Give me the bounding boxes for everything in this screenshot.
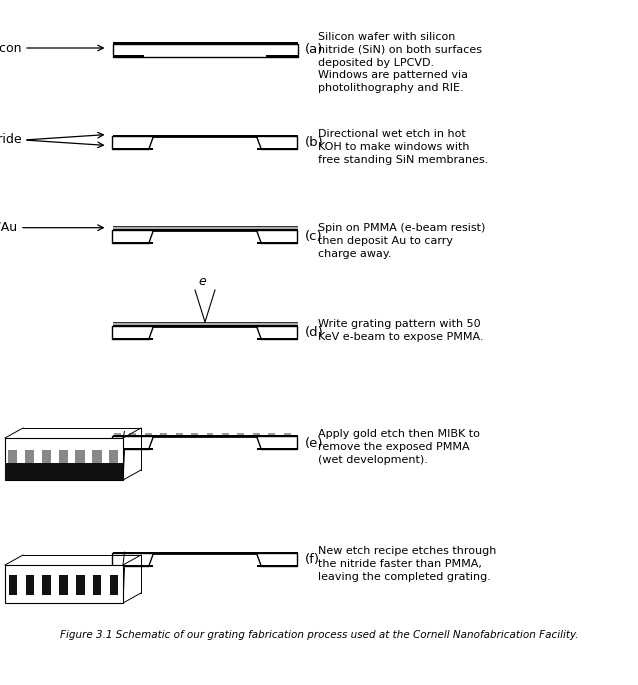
Text: PMMA/Au: PMMA/Au	[0, 220, 18, 233]
Polygon shape	[112, 436, 297, 449]
Bar	[110, 575, 118, 595]
Bar	[237, 433, 244, 436]
Bar	[266, 55, 297, 58]
Bar	[112, 242, 153, 244]
Bar	[5, 463, 123, 480]
Text: nitride: nitride	[0, 134, 22, 147]
Bar	[130, 433, 137, 436]
Bar	[76, 575, 85, 595]
Bar	[26, 575, 34, 595]
Polygon shape	[112, 136, 297, 149]
Text: e: e	[198, 275, 206, 288]
Bar	[59, 575, 68, 595]
Text: Silicon wafer with silicon
nitride (SiN) on both surfaces
deposited by LPCVD.
Wi: Silicon wafer with silicon nitride (SiN)…	[318, 32, 482, 93]
Bar	[112, 338, 153, 340]
Bar	[5, 438, 123, 480]
Bar	[257, 338, 297, 340]
Bar	[268, 433, 275, 436]
Bar	[112, 448, 153, 450]
Bar	[42, 575, 51, 595]
Text: Figure 3.1 Schematic of our grating fabrication process used at the Cornell Nano: Figure 3.1 Schematic of our grating fabr…	[60, 630, 578, 640]
Bar	[222, 433, 229, 436]
Bar	[112, 552, 297, 554]
Bar	[109, 450, 119, 463]
Bar	[191, 433, 198, 436]
Text: (a): (a)	[305, 44, 323, 56]
Polygon shape	[112, 230, 297, 243]
Bar	[112, 229, 297, 231]
Text: (e): (e)	[305, 436, 323, 449]
Bar	[5, 565, 123, 603]
Bar	[41, 450, 51, 463]
Bar	[112, 135, 297, 137]
Text: silicon: silicon	[0, 42, 22, 55]
Bar	[8, 450, 17, 463]
Bar	[284, 433, 290, 436]
Bar	[257, 448, 297, 450]
Text: (d): (d)	[305, 327, 323, 340]
Bar	[114, 433, 121, 436]
Bar	[160, 433, 167, 436]
Bar	[93, 575, 101, 595]
Text: (c): (c)	[305, 230, 323, 243]
Bar	[25, 450, 34, 463]
Bar	[75, 450, 85, 463]
Bar	[112, 323, 297, 325]
Polygon shape	[112, 553, 297, 566]
Text: New etch recipe etches through
the nitride faster than PMMA,
leaving the complet: New etch recipe etches through the nitri…	[318, 546, 496, 582]
Bar	[112, 55, 144, 58]
Bar	[112, 42, 297, 44]
Text: Apply gold etch then MIBK to
remove the exposed PMMA
(wet development).: Apply gold etch then MIBK to remove the …	[318, 429, 480, 464]
Bar	[112, 148, 153, 150]
Text: Spin on PMMA (e-beam resist)
then deposit Au to carry
charge away.: Spin on PMMA (e-beam resist) then deposi…	[318, 223, 486, 259]
Text: Write grating pattern with 50
KeV e-beam to expose PMMA.: Write grating pattern with 50 KeV e-beam…	[318, 319, 484, 342]
Bar	[112, 227, 297, 229]
Bar	[112, 226, 297, 227]
Bar	[9, 575, 17, 595]
Bar	[112, 325, 297, 327]
Polygon shape	[112, 327, 297, 340]
Bar	[112, 44, 297, 56]
Text: (f): (f)	[305, 553, 320, 566]
Bar	[112, 322, 297, 323]
Bar	[112, 564, 153, 567]
Bar	[257, 564, 297, 567]
Bar	[59, 450, 68, 463]
Bar	[145, 433, 152, 436]
Bar	[93, 450, 101, 463]
Bar	[257, 148, 297, 150]
Bar	[257, 242, 297, 244]
Bar	[207, 433, 214, 436]
Bar	[253, 433, 260, 436]
Text: Directional wet etch in hot
KOH to make windows with
free standing SiN membranes: Directional wet etch in hot KOH to make …	[318, 129, 488, 164]
Bar	[112, 435, 297, 437]
Bar	[175, 433, 182, 436]
Text: (b): (b)	[305, 136, 323, 149]
